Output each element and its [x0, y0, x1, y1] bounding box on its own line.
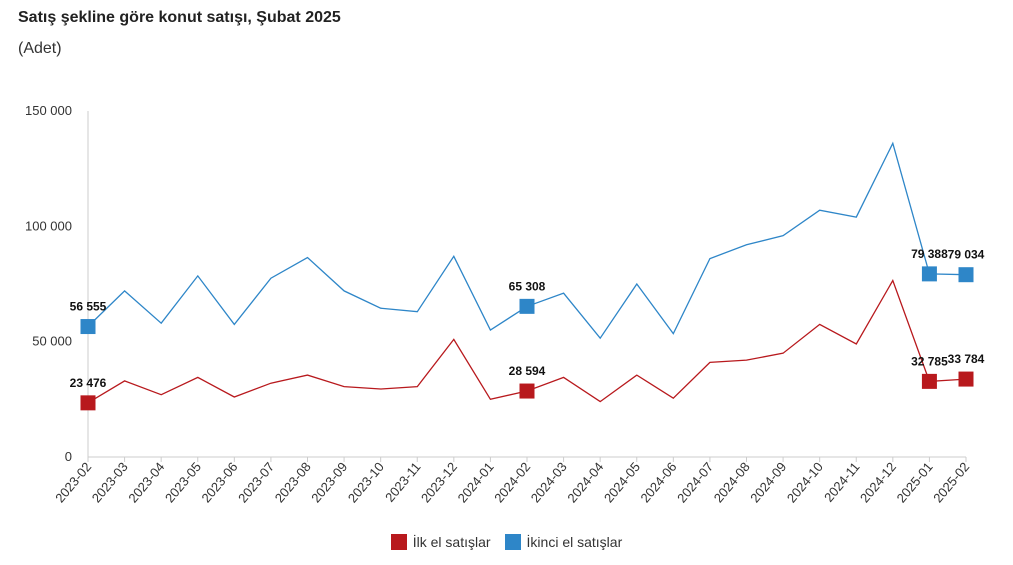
x-tick-label: 2024-11 [821, 459, 863, 504]
x-tick-label: 2024-03 [528, 459, 570, 505]
x-tick-label: 2023-02 [52, 459, 94, 505]
y-tick-label: 50 000 [32, 334, 72, 349]
data-label: 79 034 [948, 248, 985, 262]
data-label: 23 476 [70, 376, 107, 390]
x-tick-label: 2024-08 [711, 459, 753, 505]
legend-item-second-hand[interactable]: İkinci el satışlar [504, 534, 623, 550]
x-tick-label: 2023-06 [198, 459, 240, 505]
data-point-marker [921, 373, 937, 389]
y-tick-label: 150 000 [25, 103, 72, 118]
data-point-marker [80, 395, 96, 411]
y-tick-label: 100 000 [25, 218, 72, 233]
x-tick-label: 2023-04 [125, 459, 167, 505]
x-tick-label: 2023-05 [162, 459, 204, 505]
chart-subtitle: (Adet) [18, 40, 62, 57]
x-tick-label: 2024-04 [564, 459, 606, 505]
x-tick-label: 2024-06 [637, 459, 679, 505]
data-point-marker [921, 266, 937, 282]
data-point-marker [80, 319, 96, 335]
data-point-marker [958, 267, 974, 283]
legend-label-first-hand: İlk el satışlar [412, 534, 491, 550]
x-tick-label: 2025-01 [894, 459, 936, 505]
x-tick-label: 2024-07 [674, 459, 716, 505]
legend-swatch-second-hand [504, 534, 521, 550]
data-label: 28 594 [509, 364, 546, 378]
data-label: 33 784 [948, 352, 985, 366]
chart-legend: İlk el satışlar İkinci el satışlar [0, 534, 1013, 550]
data-point-marker [519, 383, 535, 399]
data-label: 32 785 [911, 354, 948, 368]
x-tick-label: 2023-11 [382, 459, 424, 504]
x-tick-label: 2023-09 [308, 459, 350, 505]
x-tick-label: 2024-09 [747, 459, 789, 505]
legend-item-first-hand[interactable]: İlk el satışlar [390, 534, 491, 550]
x-tick-label: 2024-12 [857, 459, 899, 505]
data-point-marker [958, 371, 974, 387]
data-label: 79 388 [911, 247, 948, 261]
x-tick-label: 2024-05 [601, 459, 643, 505]
x-tick-label: 2023-07 [235, 459, 277, 505]
x-tick-label: 2024-02 [491, 459, 533, 505]
y-tick-label: 0 [65, 449, 72, 464]
x-tick-label: 2025-02 [930, 459, 972, 505]
x-tick-label: 2024-10 [784, 459, 826, 505]
x-tick-label: 2024-01 [455, 459, 497, 505]
data-point-marker [519, 298, 535, 314]
legend-label-second-hand: İkinci el satışlar [526, 534, 623, 550]
x-tick-label: 2023-10 [345, 459, 387, 505]
data-label: 65 308 [509, 279, 546, 293]
chart-title: Satış şekline göre konut satışı, Şubat 2… [18, 9, 341, 26]
x-tick-label: 2023-12 [418, 459, 460, 505]
x-tick-label: 2023-03 [89, 459, 131, 505]
legend-swatch-first-hand [390, 534, 407, 550]
data-label: 56 555 [70, 300, 107, 314]
x-tick-label: 2023-08 [272, 459, 314, 505]
